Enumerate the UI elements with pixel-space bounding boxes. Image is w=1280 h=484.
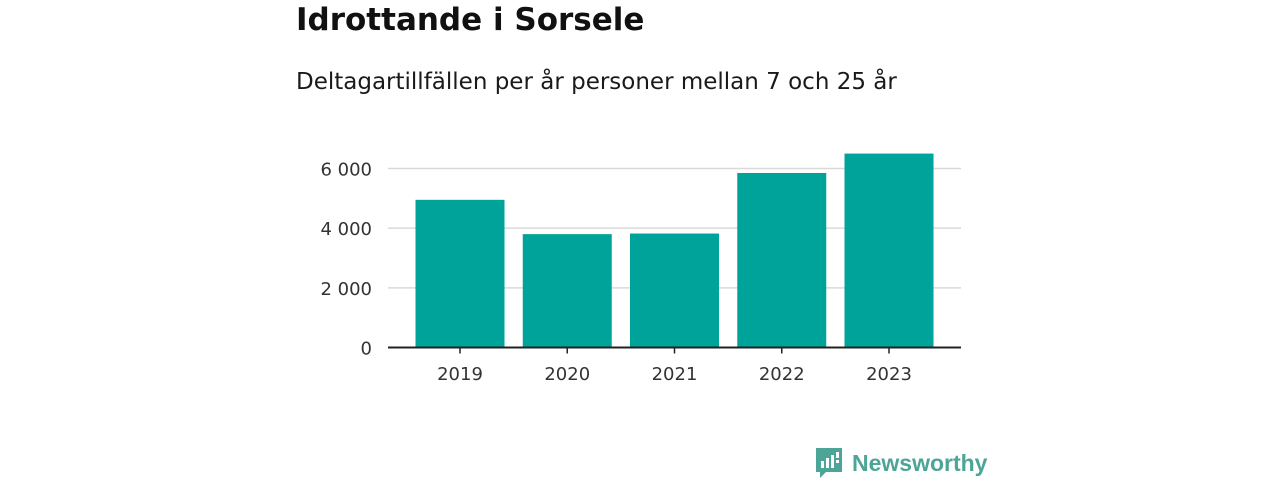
bar-2023 [844, 153, 934, 348]
bar-2021 [630, 233, 719, 348]
y-tick-label: 0 [361, 339, 372, 360]
x-axis-ticks: 2019 2020 2021 2022 2023 [437, 347, 912, 385]
bar-chart: 0 2 000 4 000 6 000 2019 2020 2021 2022 2023 [320, 153, 961, 385]
bar-2019 [415, 199, 505, 348]
y-axis-ticks: 0 2 000 4 000 6 000 [320, 160, 372, 360]
bar-chart-logo-icon [814, 446, 844, 480]
x-tick-label: 2022 [759, 364, 805, 385]
newsworthy-logo: Newsworthy [814, 446, 987, 480]
x-tick-label: 2020 [544, 364, 590, 385]
y-tick-label: 2 000 [320, 279, 372, 300]
x-tick-label: 2021 [652, 364, 698, 385]
y-tick-label: 6 000 [320, 160, 372, 181]
brand-name: Newsworthy [852, 449, 988, 476]
bar-2020 [522, 234, 612, 348]
y-tick-label: 4 000 [320, 219, 372, 240]
x-tick-label: 2019 [437, 364, 483, 385]
x-tick-label: 2023 [866, 364, 912, 385]
chart-subtitle: Deltagartillfällen per år personer mella… [296, 69, 897, 95]
bar-2022 [737, 172, 827, 348]
bars [415, 153, 934, 348]
chart-title: Idrottande i Sorsele [296, 2, 645, 38]
